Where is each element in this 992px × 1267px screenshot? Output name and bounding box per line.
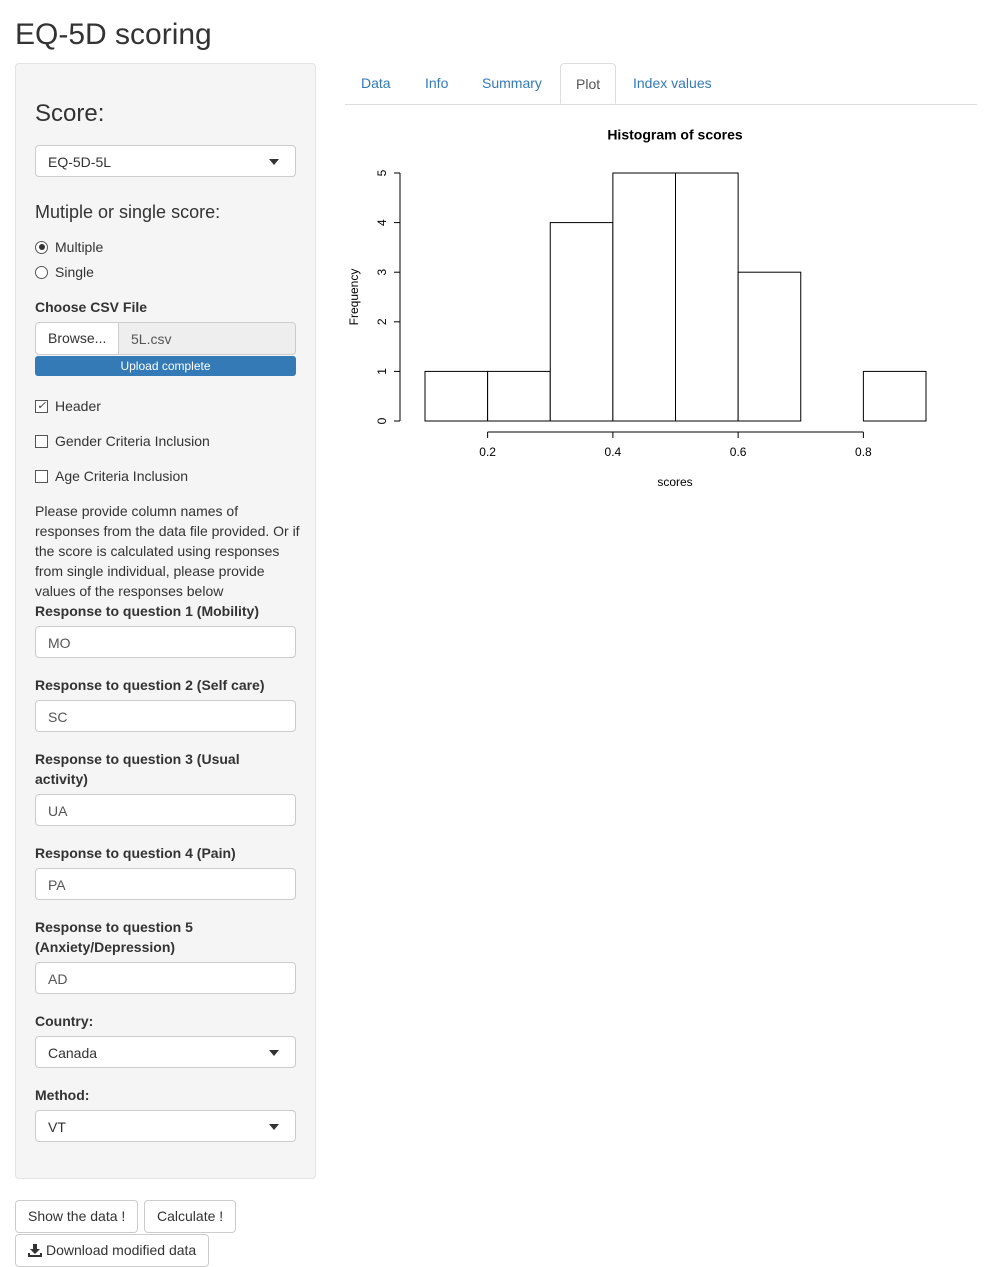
sidebar — [15, 63, 316, 1179]
score-label: Score: — [35, 100, 105, 127]
radio-label: Multiple — [55, 239, 104, 255]
country-label: Country: — [35, 1013, 94, 1029]
upload-progress: Upload complete — [35, 356, 296, 376]
question-input[interactable]: SC — [35, 700, 296, 732]
checkbox-label: Age Criteria Inclusion — [55, 468, 189, 484]
y-axis-label: Frequency — [347, 269, 361, 326]
radio-option[interactable]: Single — [35, 264, 94, 280]
histogram-bar — [612, 172, 676, 422]
histogram-bar — [737, 271, 802, 422]
score-select[interactable]: EQ-5D-5L — [35, 145, 296, 177]
question-label: Response to question 4 (Pain) — [35, 845, 236, 861]
method-value: VT — [48, 1119, 66, 1135]
x-axis-label: scores — [657, 475, 692, 489]
x-tick-label: 0.2 — [479, 445, 496, 459]
question-label: Response to question 3 (Usual activity) — [35, 751, 240, 787]
radio-label: Single — [55, 264, 94, 280]
checkbox[interactable]: Gender Criteria Inclusion — [35, 433, 210, 449]
radio-option[interactable]: Multiple — [35, 239, 103, 255]
y-tick-label: 4 — [375, 219, 389, 226]
checkbox[interactable]: Age Criteria Inclusion — [35, 468, 188, 484]
checkbox-label: Header — [55, 398, 101, 414]
x-tick-label: 0.6 — [730, 445, 747, 459]
tab[interactable]: Index values — [633, 75, 712, 91]
tab[interactable]: Summary — [482, 75, 542, 91]
chart-title: Histogram of scores — [607, 127, 743, 143]
browse-button[interactable]: Browse... — [35, 322, 119, 355]
calculate-button[interactable]: Calculate ! — [144, 1200, 237, 1233]
method-label: Method: — [35, 1087, 90, 1103]
y-tick-label: 2 — [375, 318, 389, 325]
question-input[interactable]: PA — [35, 868, 296, 900]
score-value: EQ-5D-5L — [48, 154, 112, 170]
country-value: Canada — [48, 1045, 98, 1061]
histogram-bar — [424, 370, 489, 422]
file-label: Choose CSV File — [35, 299, 148, 315]
file-name: 5L.csv — [118, 322, 296, 355]
download-icon — [28, 1244, 42, 1257]
mode-label: Mutiple or single score: — [35, 202, 221, 222]
help-text: Please provide column names of responses… — [35, 503, 300, 599]
x-tick-label: 0.4 — [605, 445, 622, 459]
y-tick-label: 3 — [375, 269, 389, 276]
histogram-bar — [487, 370, 551, 422]
y-tick-label: 0 — [375, 417, 389, 424]
country-select[interactable]: Canada — [35, 1036, 296, 1068]
question-input[interactable]: UA — [35, 794, 296, 826]
histogram-bar — [862, 370, 927, 422]
tab[interactable]: Data — [361, 75, 391, 91]
app-title: EQ-5D scoring — [15, 18, 212, 51]
download-label: Download modified data — [46, 1242, 197, 1258]
question-label: Response to question 2 (Self care) — [35, 677, 265, 693]
method-select[interactable]: VT — [35, 1110, 296, 1142]
histogram-chart: Histogram of scores scores Frequency 0.2… — [347, 127, 927, 489]
question-label: Response to question 1 (Mobility) — [35, 603, 260, 619]
question-label: Response to question 5 (Anxiety/Depressi… — [35, 919, 193, 955]
question-input[interactable]: MO — [35, 626, 296, 658]
tab-rule — [345, 104, 977, 105]
question-input[interactable]: AD — [35, 962, 296, 994]
x-tick-label: 0.8 — [855, 445, 872, 459]
tab[interactable]: Plot — [560, 63, 617, 104]
histogram-bar — [675, 172, 739, 422]
checkbox[interactable]: ✓ Header — [35, 398, 101, 414]
y-tick-label: 5 — [375, 169, 389, 176]
download-button[interactable]: Download modified data — [15, 1234, 210, 1267]
checkbox-label: Gender Criteria Inclusion — [55, 433, 210, 449]
histogram-bar — [549, 222, 614, 422]
show-data-button[interactable]: Show the data ! — [15, 1200, 139, 1233]
y-tick-label: 1 — [375, 368, 389, 375]
tab[interactable]: Info — [425, 75, 449, 91]
